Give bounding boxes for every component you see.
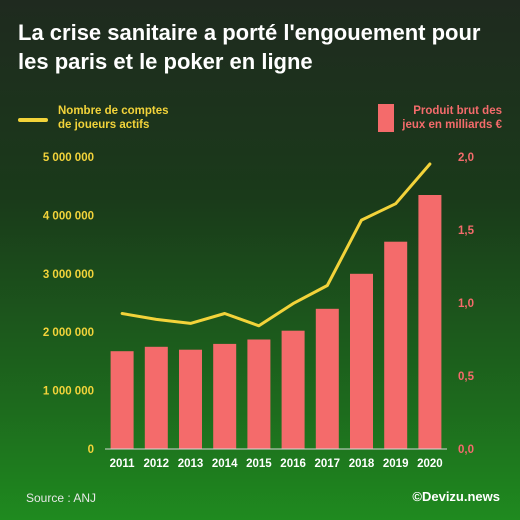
bar-2014 bbox=[213, 343, 237, 449]
y-right-tick-label: 1,0 bbox=[458, 298, 474, 310]
legend-line-label: Nombre de comptes de joueurs actifs bbox=[58, 104, 169, 132]
legend-line-series: Nombre de comptes de joueurs actifs bbox=[18, 104, 169, 132]
x-tick-label: 2011 bbox=[110, 458, 136, 470]
y-left-tick-label: 2 000 000 bbox=[43, 327, 94, 339]
y-right-tick-label: 0,5 bbox=[458, 371, 475, 383]
x-tick-label: 2016 bbox=[280, 458, 306, 470]
credit-note: ©Devizu.news bbox=[412, 489, 500, 504]
bar-2020 bbox=[418, 195, 442, 449]
x-tick-label: 2015 bbox=[246, 458, 272, 470]
source-note: Source : ANJ bbox=[26, 491, 97, 505]
x-tick-label: 2020 bbox=[417, 458, 443, 470]
x-tick-label: 2013 bbox=[178, 458, 204, 470]
bar-2017 bbox=[315, 308, 339, 449]
y-left-tick-label: 1 000 000 bbox=[43, 386, 94, 398]
bar-2013 bbox=[179, 349, 202, 449]
legend-bar-label: Produit brut des jeux en milliards € bbox=[402, 104, 502, 132]
bar-2018 bbox=[350, 273, 373, 449]
y-right-tick-label: 2,0 bbox=[458, 152, 474, 164]
legend-bar-series: Produit brut des jeux en milliards € bbox=[378, 104, 502, 132]
bar-2016 bbox=[281, 330, 305, 449]
x-tick-label: 2017 bbox=[315, 458, 341, 470]
legend-line-swatch bbox=[18, 118, 48, 122]
x-tick-label: 2018 bbox=[349, 458, 375, 470]
x-tick-label: 2012 bbox=[144, 458, 170, 470]
y-left-tick-label: 4 000 000 bbox=[43, 210, 94, 222]
x-tick-label: 2014 bbox=[212, 458, 238, 470]
legend-line-label-row2: de joueurs actifs bbox=[58, 119, 150, 131]
y-left-tick-label: 0 bbox=[88, 444, 94, 456]
bar-2012 bbox=[144, 346, 168, 449]
legend-line-label-row1: Nombre de comptes bbox=[58, 105, 169, 117]
legend-bar-swatch bbox=[378, 104, 395, 132]
y-right-tick-label: 0,0 bbox=[458, 444, 474, 456]
chart-title: La crise sanitaire a porté l'engouement … bbox=[18, 20, 481, 74]
x-tick-label: 2019 bbox=[383, 458, 409, 470]
y-left-tick-label: 5 000 000 bbox=[43, 152, 94, 164]
bar-2011 bbox=[110, 351, 134, 449]
line-series-accounts bbox=[120, 162, 432, 328]
legend-bar-label-row1: Produit brut des bbox=[413, 105, 502, 117]
bar-2019 bbox=[384, 241, 408, 449]
bar-2015 bbox=[247, 339, 271, 449]
legend-bar-label-row2: jeux en milliards € bbox=[402, 119, 502, 131]
y-left-tick-label: 3 000 000 bbox=[43, 269, 94, 281]
y-right-tick-label: 1,5 bbox=[458, 225, 475, 237]
